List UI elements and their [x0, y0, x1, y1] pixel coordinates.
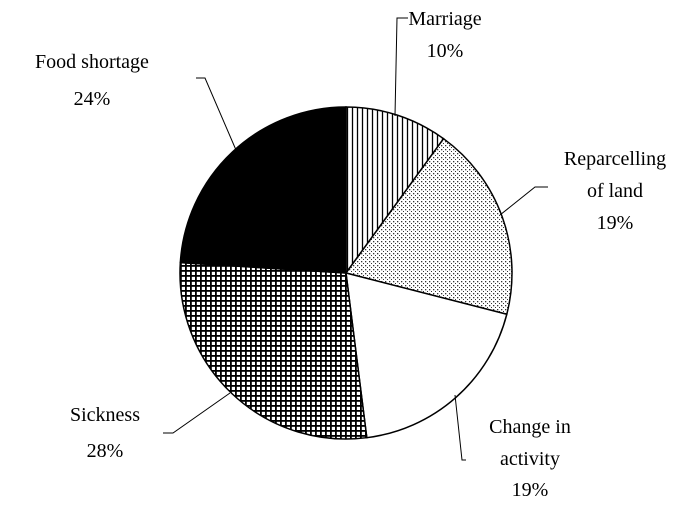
leader-line: [163, 392, 231, 434]
slice-label: Marriage: [408, 8, 482, 30]
slice-label: Sickness: [70, 404, 140, 426]
leader-line: [454, 394, 466, 461]
value-label: 19%: [511, 479, 549, 501]
value-label: 10%: [426, 40, 464, 62]
leader-line: [196, 77, 237, 151]
value-label: 19%: [596, 212, 634, 234]
value-label: 24%: [73, 88, 111, 110]
pie-slice: [179, 106, 347, 274]
leader-line: [499, 186, 548, 216]
pie-slice: [179, 261, 368, 440]
pie-slice: [345, 106, 445, 276]
slice-label: Change in activity: [489, 416, 571, 470]
value-label: 28%: [86, 440, 124, 462]
leader-line: [394, 17, 408, 117]
slice-label: Food shortage: [35, 51, 149, 73]
slice-label: Reparcelling of land: [563, 148, 667, 202]
pie-slice: [344, 137, 513, 316]
